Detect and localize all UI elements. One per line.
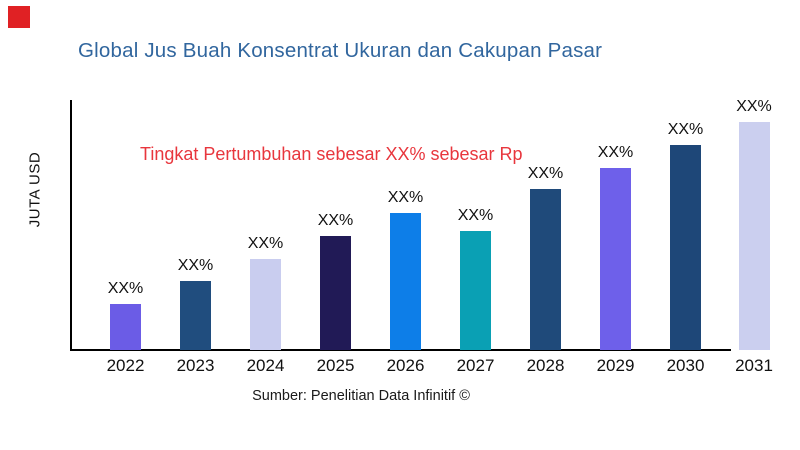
bar-value-label: XX% (736, 98, 772, 115)
bar-2027 (460, 231, 491, 350)
y-axis-line (70, 100, 72, 351)
y-axis-label: JUTA USD (26, 151, 44, 228)
x-tick-label: 2030 (666, 356, 705, 375)
source-caption: Sumber: Penelitian Data Infinitif © (252, 388, 470, 404)
bar-value-label: XX% (667, 121, 704, 138)
chart-title: Global Jus Buah Konsentrat Ukuran dan Ca… (78, 39, 603, 62)
x-tick-label: 2029 (596, 356, 635, 375)
bar-value-label: XX% (317, 212, 354, 229)
bar-2029 (600, 168, 631, 350)
logo-red-square (8, 6, 30, 28)
bar-2031 (738, 122, 770, 350)
growth-rate-annotation: Tingkat Pertumbuhan sebesar XX% sebesar … (140, 144, 523, 164)
x-tick-label: 2024 (246, 356, 285, 375)
x-tick-label: 2026 (386, 356, 425, 375)
x-tick-label: 2022 (106, 356, 145, 375)
bar-2023 (180, 281, 211, 350)
bar-2022 (110, 304, 141, 350)
bar-2028 (530, 189, 561, 350)
x-tick-label: 2023 (176, 356, 215, 375)
x-tick-label: 2028 (526, 356, 565, 375)
bar-2024 (250, 259, 281, 350)
x-tick-label: 2027 (456, 356, 495, 375)
x-axis-line (70, 349, 731, 351)
bar-value-label: XX% (107, 280, 144, 297)
x-tick-label: 2025 (316, 356, 355, 375)
bar-2025 (320, 236, 351, 350)
bar-2026 (390, 213, 421, 350)
bar-value-label: XX% (527, 165, 564, 182)
bar-2030 (670, 145, 701, 350)
bar-value-label: XX% (177, 257, 214, 274)
bar-value-label: XX% (597, 144, 634, 161)
x-tick-label: 2031 (735, 356, 773, 375)
bar-value-label: XX% (387, 189, 424, 206)
bar-value-label: XX% (457, 207, 494, 224)
bar-value-label: XX% (247, 235, 284, 252)
